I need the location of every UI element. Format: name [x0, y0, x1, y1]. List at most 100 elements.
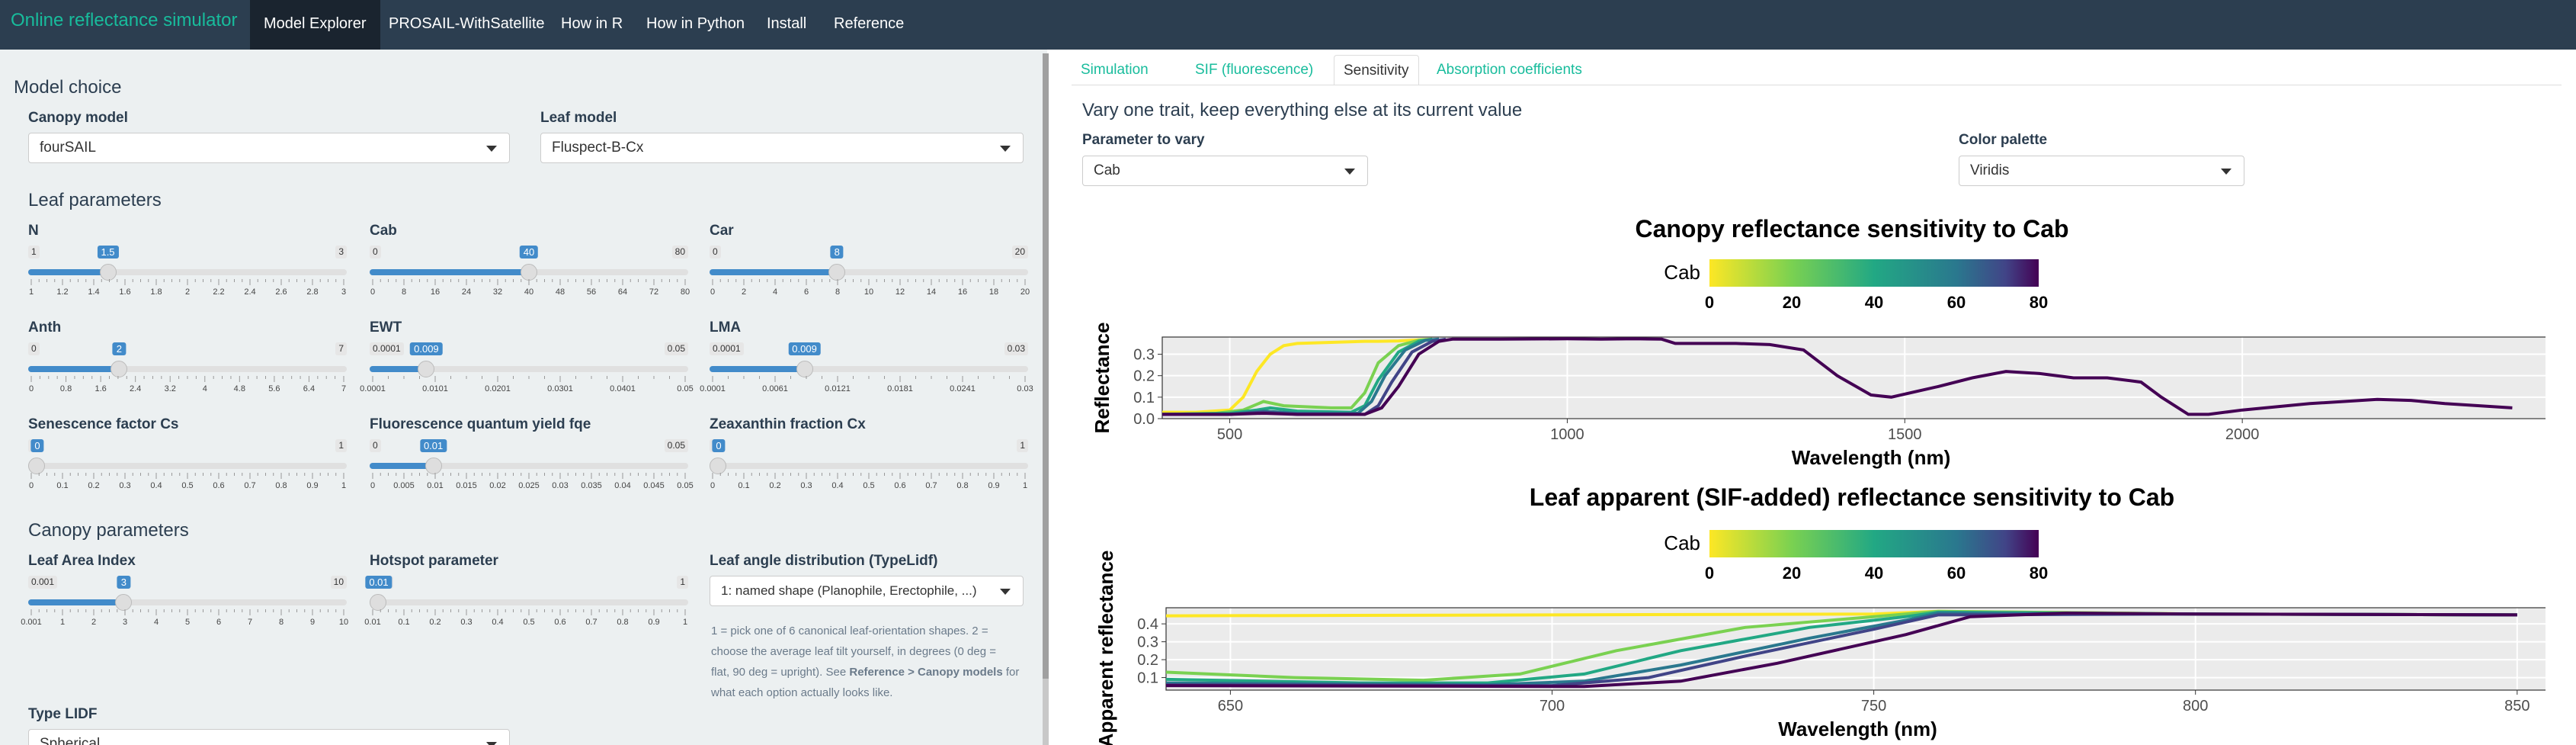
slider-car[interactable]: 0 20 8 0 2 4 6 8 10 12 14 16 18 20	[710, 246, 1030, 307]
slider-lma[interactable]: 0.0001 0.03 0.009 0.0001 0.0061 0.0121 0.0181 0…	[700, 342, 1033, 403]
slider-value-label: 1.5	[97, 246, 119, 259]
slider-min-label: 0	[370, 439, 381, 452]
slider-handle[interactable]	[370, 594, 386, 611]
slider-handle[interactable]	[796, 361, 813, 377]
slider-track[interactable]	[28, 269, 347, 275]
slider-handle[interactable]	[99, 264, 117, 281]
slider-tick-label: 0.0301	[547, 384, 573, 393]
slider-ewt[interactable]: 0.0001 0.05 0.009 0.0001 0.0101 0.0201 0.0301 0…	[360, 342, 694, 403]
tab-simulation[interactable]: Simulation	[1081, 62, 1149, 78]
sidebar-scrollbar-thumb[interactable]	[1043, 53, 1049, 679]
slider-tick-label: 1.2	[56, 287, 69, 297]
slider-tick-label: 14	[926, 287, 937, 297]
slider-track[interactable]	[370, 463, 688, 469]
lad-help-line: 1 = pick one of 6 canonical leaf-orienta…	[711, 625, 988, 637]
x-tick-label: 700	[1540, 698, 1565, 714]
x-tick-label: 750	[1861, 698, 1886, 714]
slider-tick-labels: 0.01 0.1 0.2 0.3 0.4 0.5 0.6 0.7 0.8 0.9 1	[364, 618, 688, 630]
y-tick-label: 0.2	[1137, 652, 1158, 669]
slider-anth[interactable]: 0 7 2 0 0.8 1.6 2.4 3.2 4 4.8 5.6 6.4 7	[28, 342, 347, 403]
lad-help-line: flat, 90 deg = upright). See Reference >…	[711, 662, 1031, 682]
lad-help-line: choose the average leaf tilt yourself, i…	[711, 645, 996, 658]
slider-handle[interactable]	[710, 458, 726, 474]
slider-n[interactable]: 1 3 1.5 1 1.2 1.4 1.6 1.8 2 2.2 2.4 2.6 2.8 3	[28, 246, 347, 307]
slider-tick-label: 1	[682, 618, 688, 627]
lad-select[interactable]: 1: named shape (Planophile, Erectophile,…	[710, 576, 1024, 606]
slider-handle[interactable]	[111, 361, 128, 377]
slider-fqe[interactable]: 0 0.05 0.01 0 0.005 0.01 0.015 0.02 0.025 0.03 0.0…	[370, 439, 694, 500]
slider-track[interactable]	[28, 366, 347, 372]
tab-sensitivity[interactable]: Sensitivity	[1334, 55, 1419, 85]
slider-track[interactable]	[370, 366, 688, 372]
color-palette-select[interactable]: Viridis	[1959, 156, 2244, 186]
slider-ticks	[712, 376, 1026, 382]
slider-max-label: 10	[330, 576, 347, 589]
slider-track[interactable]	[710, 366, 1028, 372]
plot-border	[1161, 336, 2546, 419]
series-line-cab-0	[1162, 337, 1433, 414]
tab-absorption-coefficients[interactable]: Absorption coefficients	[1437, 62, 1582, 78]
plot-border	[1165, 607, 2546, 691]
y-axis-label: Reflectance	[1091, 323, 1113, 434]
leaf-model-select[interactable]: Fluspect-B-Cx	[540, 133, 1024, 163]
slider-label-fqe: Fluorescence quantum yield fqe	[370, 416, 591, 432]
slider-handle[interactable]	[115, 594, 133, 611]
slider-tick-label: 0.6	[213, 481, 225, 490]
y-axis-label: Apparent reflectance	[1094, 551, 1117, 745]
slider-track[interactable]	[710, 269, 1028, 275]
slider-track[interactable]	[710, 463, 1028, 469]
nav-how-in-python[interactable]: How in Python	[646, 15, 745, 32]
slider-fill	[28, 366, 120, 372]
type-lidf-select[interactable]: Spherical	[28, 729, 510, 745]
slider-handle[interactable]	[28, 458, 45, 474]
param-to-vary-select[interactable]: Cab	[1082, 156, 1368, 186]
slider-tick-label: 0.0001	[700, 384, 726, 393]
legend-title: Cab	[1664, 531, 1700, 554]
slider-ticks	[372, 473, 686, 479]
slider-value-label: 0.009	[410, 342, 443, 355]
slider-tick-label: 0.0241	[950, 384, 976, 393]
y-tick-label: 0.3	[1133, 347, 1155, 364]
reference-canopy-models-link[interactable]: Reference > Canopy models	[849, 666, 1003, 679]
plot-panel	[1162, 337, 2546, 419]
slider-lai[interactable]: 0.001 10 3 0.001 1 2 3 4 5 6 7 8 9 10	[21, 576, 348, 637]
canopy-parameters-heading: Canopy parameters	[28, 520, 189, 541]
nav-reference[interactable]: Reference	[834, 15, 905, 32]
slider-tick-label: 1.4	[88, 287, 100, 297]
slider-tick-label: 24	[461, 287, 472, 297]
slider-hotspot[interactable]: 0.0110.010.010.10.20.30.40.50.60.70.80.9…	[364, 576, 688, 637]
slider-value-label: 0	[712, 439, 726, 452]
nav-prosail-with-satellite[interactable]: PROSAIL-WithSatellite	[389, 15, 545, 32]
slider-cab[interactable]: 0 80 40 0 8 16 24 32 40 48 56 64 72 80	[370, 246, 690, 307]
y-tick-label: 0.0	[1133, 411, 1155, 428]
slider-track[interactable]	[28, 463, 347, 469]
tab-sif-fluorescence[interactable]: SIF (fluorescence)	[1195, 62, 1314, 78]
nav-install[interactable]: Install	[767, 15, 807, 32]
slider-tick-label: 8	[835, 287, 841, 297]
slider-tick-label: 2	[91, 618, 97, 627]
slider-ticks	[30, 473, 344, 479]
canopy-model-select[interactable]: fourSAIL	[28, 133, 510, 163]
slider-track[interactable]	[370, 599, 688, 605]
slider-tick-label: 9	[309, 618, 316, 627]
slider-tick-label: 0.7	[925, 481, 937, 490]
x-tick-label: 2000	[2225, 426, 2260, 443]
slider-tick-label: 0.5	[863, 481, 875, 490]
app-brand[interactable]: Online reflectance simulator	[11, 10, 238, 31]
slider-max-label: 7	[335, 342, 347, 355]
slider-handle[interactable]	[828, 264, 846, 281]
legend-tick-label: 20	[1783, 564, 1801, 583]
slider-track[interactable]	[28, 599, 347, 605]
slider-handle[interactable]	[425, 458, 442, 474]
slider-tick-label: 0.2	[88, 481, 100, 490]
nav-how-in-r[interactable]: How in R	[561, 15, 623, 32]
slider-handle[interactable]	[521, 264, 537, 281]
x-tick-label: 800	[2183, 698, 2208, 714]
slider-tick-label: 0.03	[1017, 384, 1033, 393]
slider-handle[interactable]	[418, 361, 435, 377]
param-to-vary-label: Parameter to vary	[1082, 132, 1205, 148]
nav-model-explorer[interactable]: Model Explorer	[250, 0, 380, 50]
slider-ticks	[30, 279, 344, 285]
